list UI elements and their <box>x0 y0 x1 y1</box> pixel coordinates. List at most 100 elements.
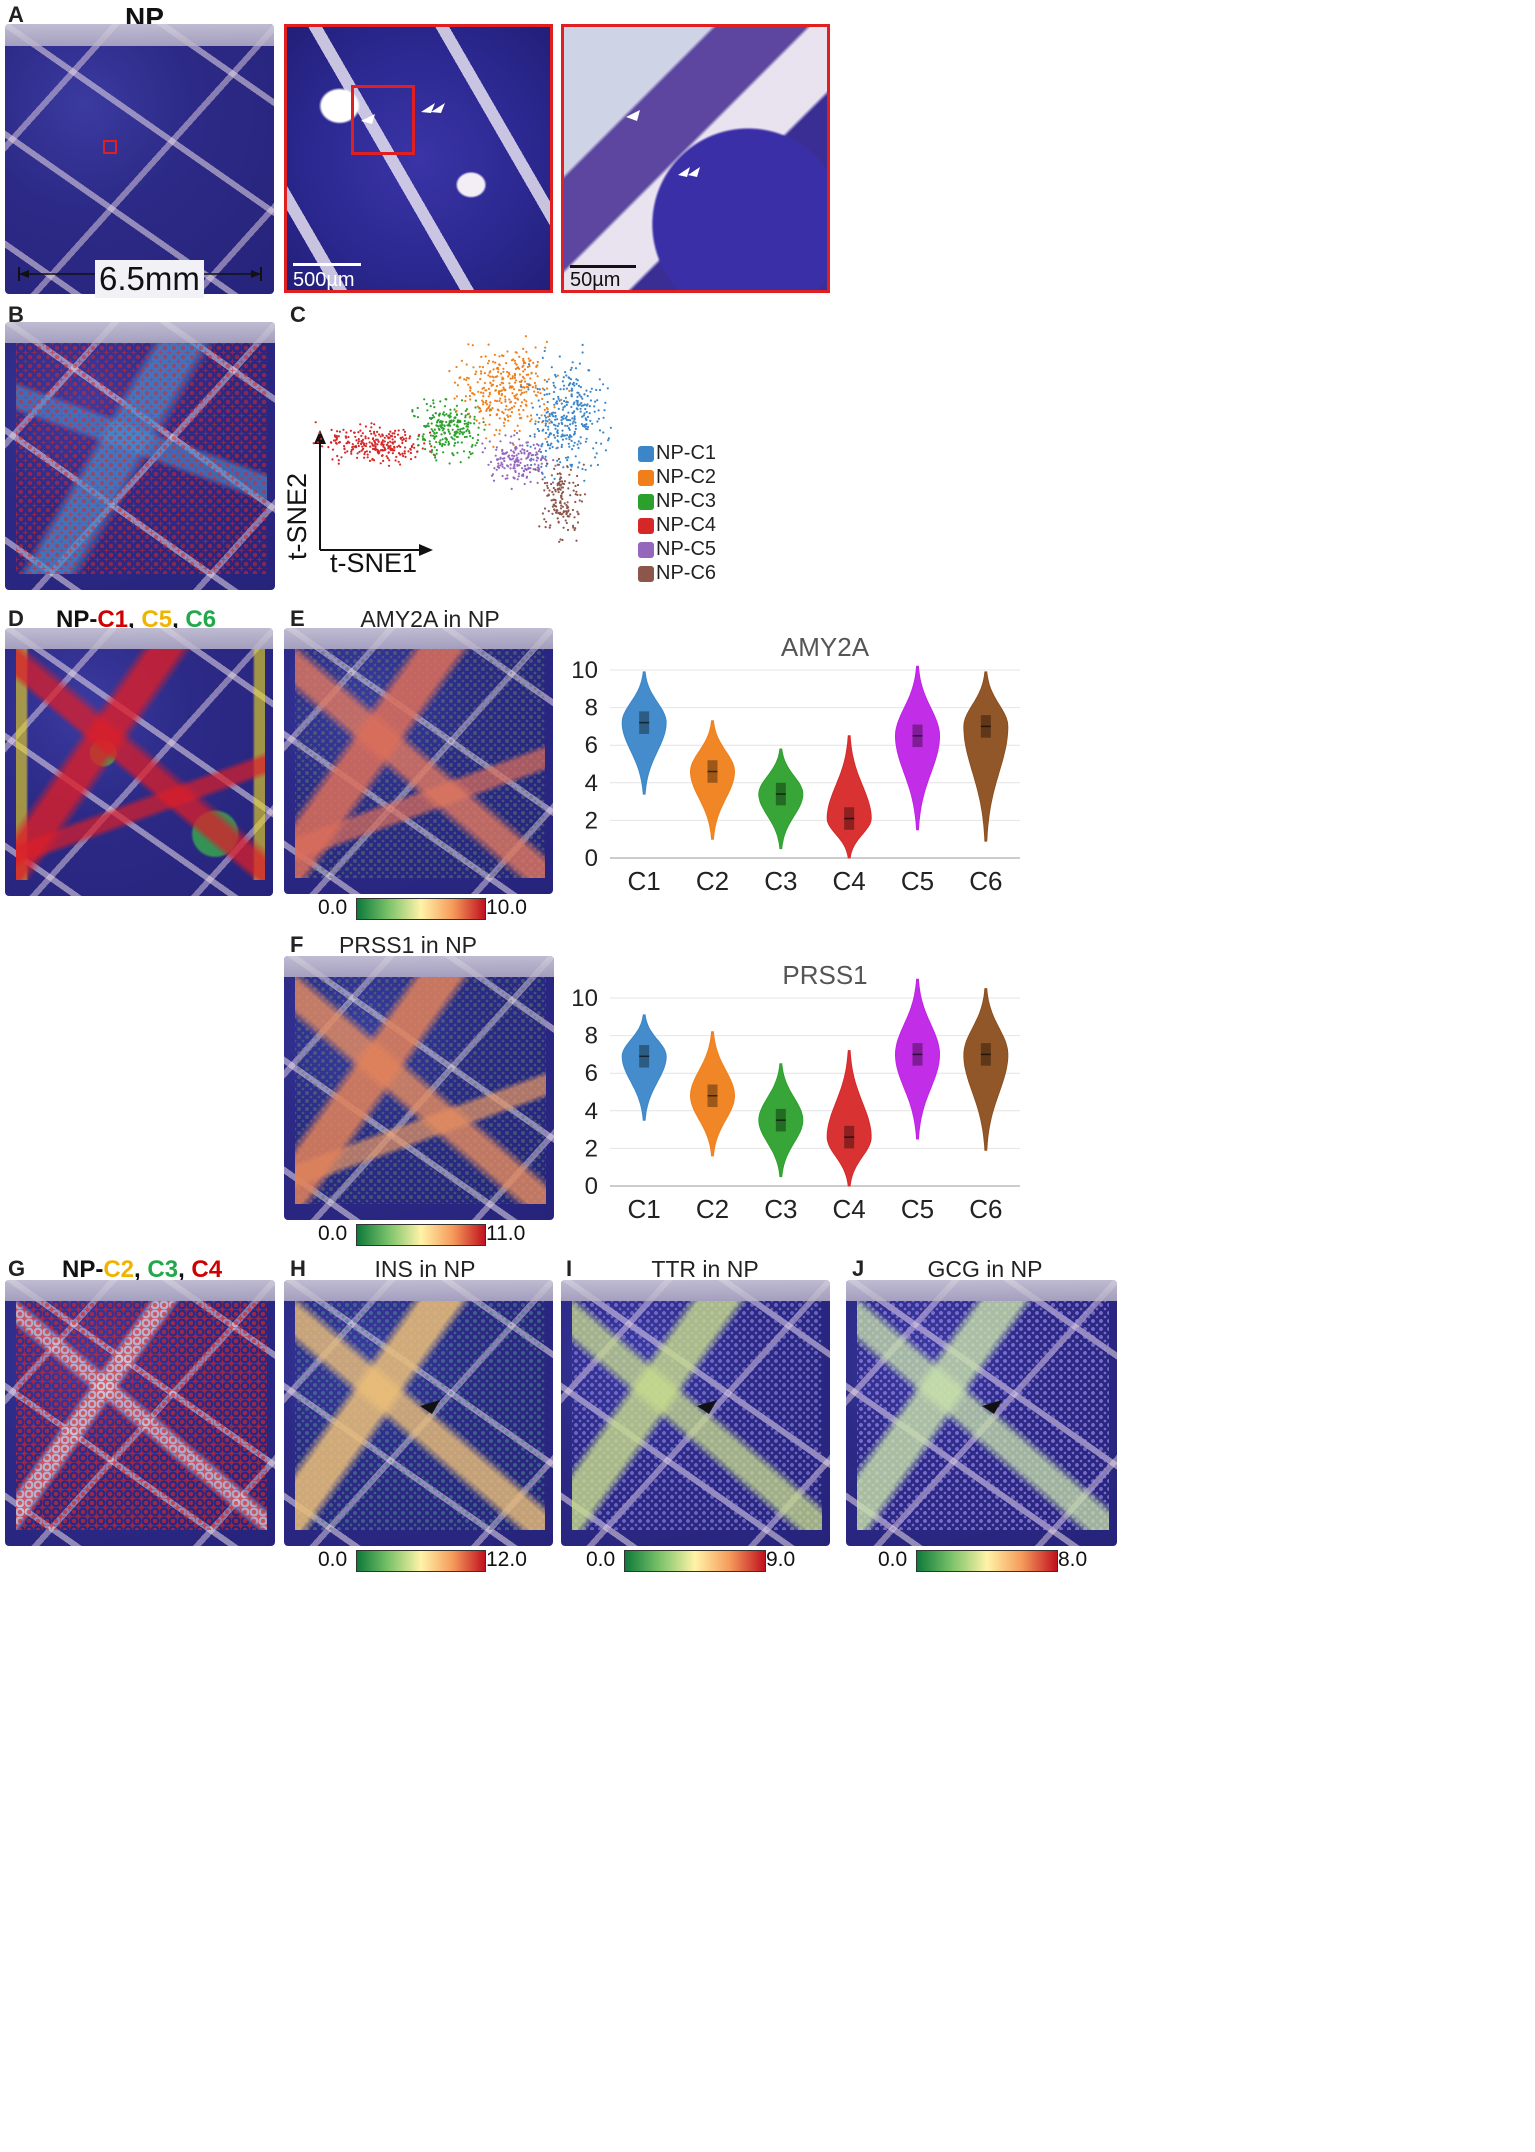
tsne-point <box>513 373 517 376</box>
tsne-point <box>552 381 555 384</box>
tsne-point <box>581 397 584 400</box>
violin-c1 <box>621 671 667 795</box>
tsne-point <box>558 355 561 358</box>
tsne-point <box>569 494 572 497</box>
tsne-point <box>568 473 571 476</box>
tsne-point <box>566 459 569 462</box>
tsne-point <box>573 415 576 418</box>
tsne-point <box>373 423 376 426</box>
violin-category-label: C1 <box>628 866 661 896</box>
tsne-point <box>374 434 377 437</box>
tsne-point <box>362 442 365 445</box>
panel-label-f: F <box>290 932 304 957</box>
tsne-point <box>523 465 527 468</box>
tsne-point <box>547 425 550 428</box>
tsne-point <box>557 397 560 400</box>
tsne-point <box>559 473 562 476</box>
tsne-point <box>480 372 483 375</box>
tsne-point <box>556 374 559 377</box>
tsne-point <box>366 456 369 459</box>
tsne-point <box>511 375 514 378</box>
tsne-point <box>598 378 601 381</box>
tsne-point <box>466 423 470 426</box>
legend-label-np-c6: NP-C6 <box>656 562 717 584</box>
violin-ytick-label: 2 <box>585 1135 598 1162</box>
tsne-point <box>565 437 568 440</box>
tsne-point <box>557 512 560 515</box>
tsne-point <box>434 456 437 459</box>
tsne-point <box>433 432 436 435</box>
tsne-point <box>561 512 564 515</box>
tsne-point <box>594 456 597 459</box>
legend-label-np-c3: NP-C3 <box>656 490 717 512</box>
tsne-point <box>560 402 563 405</box>
tsne-point <box>573 516 576 519</box>
tsne-point <box>474 399 477 402</box>
tsne-point <box>481 399 484 402</box>
tsne-point <box>527 363 531 366</box>
tsne-point <box>373 430 376 433</box>
tsne-point <box>571 508 574 512</box>
tsne-point <box>354 445 357 448</box>
tsne-point <box>529 434 532 438</box>
tsne-point <box>381 433 384 436</box>
tsne-point <box>510 406 514 409</box>
tsne-point <box>554 499 557 502</box>
tsne-point <box>493 467 496 470</box>
tsne-point <box>568 389 571 392</box>
tsne-point <box>431 430 434 433</box>
tsne-point <box>530 371 533 374</box>
tsne-point <box>586 394 589 398</box>
tsne-point <box>479 391 483 394</box>
tsne-point <box>523 391 526 394</box>
tsne-point <box>532 443 535 446</box>
ttr-expression-map <box>561 1280 830 1546</box>
tsne-point <box>399 463 402 466</box>
tsne-point <box>567 376 570 379</box>
tsne-point <box>405 437 408 440</box>
tsne-point <box>598 429 602 432</box>
tsne-point <box>563 399 566 403</box>
tsne-point <box>399 436 402 439</box>
tsne-point <box>480 355 483 358</box>
tsne-point <box>559 494 563 497</box>
tsne-point <box>544 431 548 435</box>
tsne-point <box>494 399 497 402</box>
tsne-point <box>515 363 518 366</box>
tsne-point <box>374 448 377 451</box>
tsne-point <box>529 480 532 483</box>
tsne-point <box>548 414 551 418</box>
legend-swatch-np-c1 <box>638 446 654 462</box>
tsne-point <box>489 414 492 417</box>
tsne-point <box>498 363 501 366</box>
tsne-point <box>394 429 397 432</box>
tsne-point <box>551 505 554 508</box>
tsne-point <box>363 453 366 456</box>
tsne-point <box>552 415 555 418</box>
tsne-point <box>574 500 577 504</box>
tsne-point <box>546 420 549 423</box>
violin-ytick-label: 8 <box>585 695 598 722</box>
tsne-point <box>560 398 563 401</box>
tsne-point <box>577 384 581 387</box>
tsne-point <box>574 484 577 488</box>
tsne-point <box>578 394 581 397</box>
arrowhead-icon <box>420 1400 440 1414</box>
tsne-point <box>445 413 448 416</box>
tsne-point <box>368 441 371 444</box>
tsne-point <box>550 482 553 486</box>
tsne-point <box>554 427 557 430</box>
tsne-point <box>369 430 372 433</box>
tsne-point <box>596 399 599 402</box>
tsne-point <box>403 430 406 433</box>
gcg-overlay <box>856 1301 1109 1531</box>
violin-c4 <box>826 1050 872 1187</box>
tsne-point <box>468 416 471 419</box>
tsne-point <box>580 395 583 398</box>
tsne-point <box>522 474 525 477</box>
tsne-point <box>511 392 514 395</box>
tsne-point <box>508 398 511 401</box>
violin-c6 <box>963 671 1009 842</box>
tsne-point <box>546 400 549 404</box>
tsne-point <box>556 459 559 462</box>
